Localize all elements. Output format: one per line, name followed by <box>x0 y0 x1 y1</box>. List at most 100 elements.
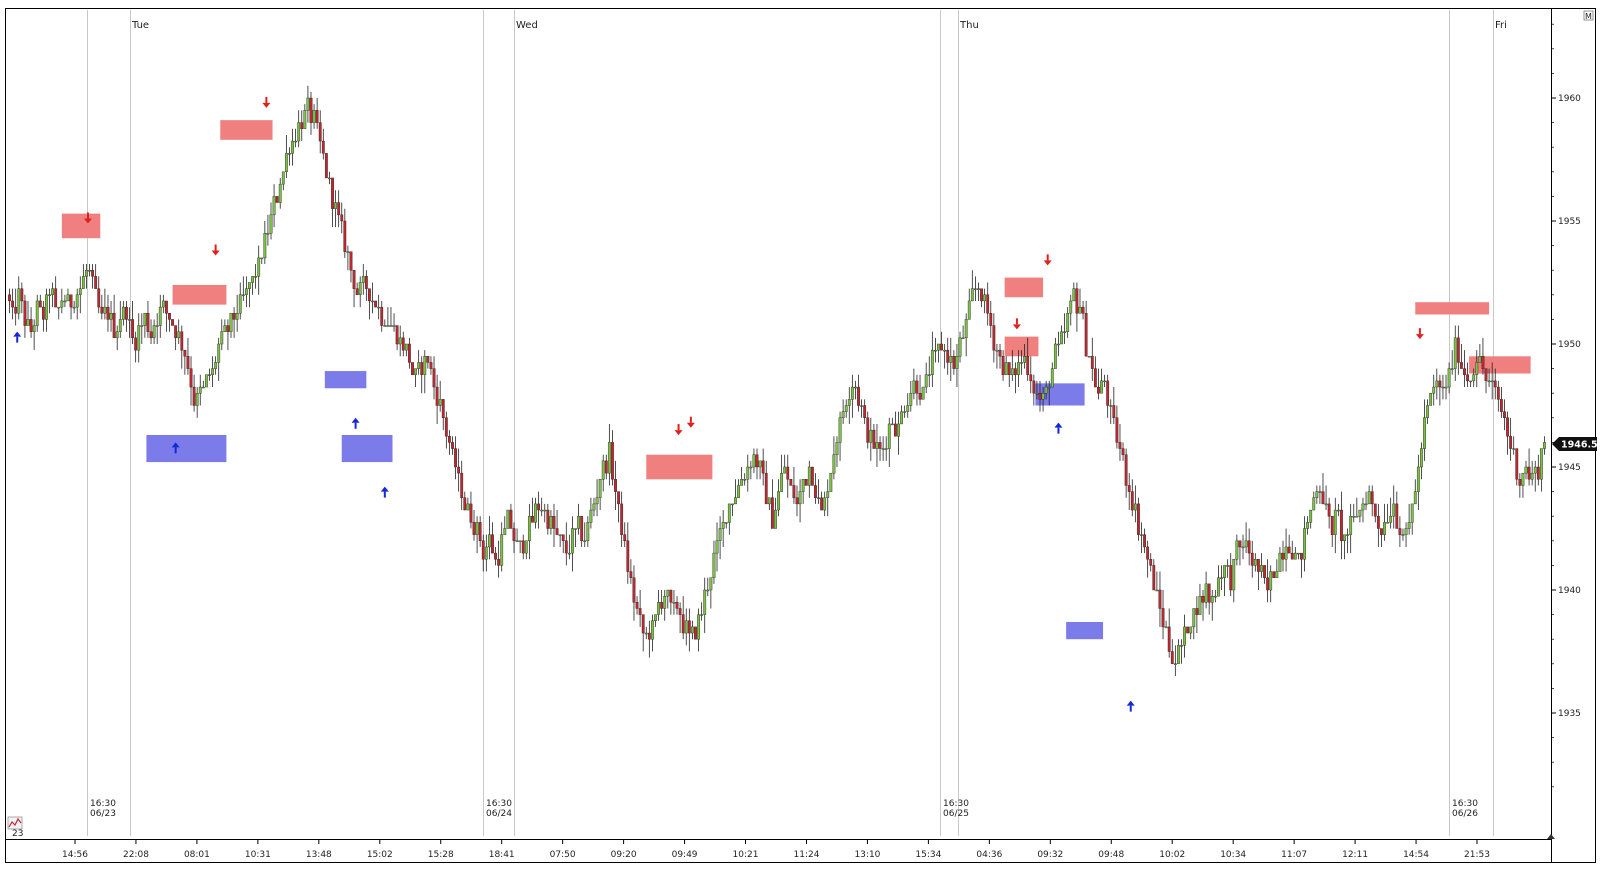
candle-up[interactable] <box>1010 368 1014 375</box>
candle-down[interactable] <box>1327 503 1331 517</box>
candle-up[interactable] <box>241 294 245 296</box>
candle-up[interactable] <box>1333 509 1337 535</box>
candle-up[interactable] <box>1210 595 1214 603</box>
candle-up[interactable] <box>1309 509 1313 523</box>
candle-up[interactable] <box>1023 356 1027 363</box>
candle-up[interactable] <box>746 466 750 480</box>
candle-down[interactable] <box>491 534 494 554</box>
candle-up[interactable] <box>887 423 891 449</box>
candle-up[interactable] <box>1244 540 1248 548</box>
candle-up[interactable] <box>718 528 722 542</box>
candle-up[interactable] <box>1213 595 1217 598</box>
candle-up[interactable] <box>1217 577 1220 597</box>
candle-down[interactable] <box>1484 368 1488 382</box>
candle-down[interactable] <box>1115 417 1119 443</box>
candle-up[interactable] <box>1367 491 1371 505</box>
candle-down[interactable] <box>368 288 371 302</box>
candle-up[interactable] <box>1533 466 1537 474</box>
candle-up[interactable] <box>1278 552 1282 572</box>
candle-up[interactable] <box>263 233 267 259</box>
candle-up[interactable] <box>734 497 737 505</box>
candle-up[interactable] <box>977 288 980 290</box>
candle-down[interactable] <box>1238 540 1242 548</box>
candle-up[interactable] <box>371 300 374 303</box>
candle-down[interactable] <box>460 472 464 498</box>
candle-up[interactable] <box>85 270 88 277</box>
candle-down[interactable] <box>918 393 922 400</box>
candle-down[interactable] <box>986 294 990 314</box>
candle-up[interactable] <box>1044 386 1048 394</box>
candle-down[interactable] <box>687 620 691 634</box>
candle-up[interactable] <box>937 343 940 351</box>
candle-up[interactable] <box>32 325 36 332</box>
candle-down[interactable] <box>866 417 870 443</box>
candle-up[interactable] <box>780 472 784 492</box>
candle-up[interactable] <box>823 497 827 511</box>
candle-up[interactable] <box>1512 448 1516 450</box>
scale-icon[interactable]: M <box>1583 10 1594 21</box>
candle-up[interactable] <box>201 386 205 389</box>
candle-down[interactable] <box>1499 399 1503 412</box>
candle-down[interactable] <box>814 485 817 498</box>
candle-up[interactable] <box>869 429 873 443</box>
candle-up[interactable] <box>666 589 670 597</box>
candle-up[interactable] <box>586 522 590 541</box>
candle-down[interactable] <box>14 306 18 314</box>
candle-up[interactable] <box>1078 306 1082 314</box>
candle-up[interactable] <box>254 276 258 278</box>
candle-up[interactable] <box>1226 565 1230 567</box>
candle-down[interactable] <box>1438 380 1442 388</box>
candle-down[interactable] <box>1256 559 1260 572</box>
candle-up[interactable] <box>752 454 756 468</box>
candle-up[interactable] <box>900 411 903 425</box>
candle-up[interactable] <box>1407 522 1411 529</box>
candle-down[interactable] <box>1290 552 1294 560</box>
candle-up[interactable] <box>838 417 842 443</box>
candle-up[interactable] <box>1364 503 1368 506</box>
candle-down[interactable] <box>171 319 174 326</box>
candle-down[interactable] <box>1395 503 1399 529</box>
candle-down[interactable] <box>1097 386 1100 394</box>
candle-up[interactable] <box>644 632 648 635</box>
candle-up[interactable] <box>229 313 233 332</box>
candle-up[interactable] <box>161 300 165 308</box>
candle-down[interactable] <box>792 485 796 498</box>
candle-up[interactable] <box>1432 386 1436 394</box>
candle-up[interactable] <box>294 140 298 143</box>
candle-up[interactable] <box>807 466 811 486</box>
candle-down[interactable] <box>112 313 116 339</box>
candle-up[interactable] <box>48 294 51 296</box>
candle-up[interactable] <box>1109 405 1113 407</box>
candle-up[interactable] <box>1050 368 1054 388</box>
candle-up[interactable] <box>238 294 242 314</box>
candle-down[interactable] <box>408 343 411 363</box>
candle-down[interactable] <box>641 614 645 634</box>
candle-up[interactable] <box>251 276 254 283</box>
candle-up[interactable] <box>1164 626 1168 629</box>
candle-up[interactable] <box>195 393 199 406</box>
candle-down[interactable] <box>1118 442 1122 449</box>
candle-down[interactable] <box>275 196 279 203</box>
candle-up[interactable] <box>1057 343 1060 346</box>
candle-up[interactable] <box>601 460 605 480</box>
candle-up[interactable] <box>377 306 381 309</box>
candle-down[interactable] <box>564 540 568 554</box>
candle-down[interactable] <box>349 251 353 271</box>
candle-down[interactable] <box>23 300 27 326</box>
candle-up[interactable] <box>1490 380 1494 383</box>
candle-up[interactable] <box>595 497 599 505</box>
candle-up[interactable] <box>829 472 833 492</box>
candle-up[interactable] <box>961 337 965 340</box>
candle-up[interactable] <box>1355 516 1359 518</box>
candle-up[interactable] <box>1260 565 1263 572</box>
candle-up[interactable] <box>651 620 654 640</box>
candle-down[interactable] <box>1263 565 1266 578</box>
candle-up[interactable] <box>1020 362 1023 364</box>
candle-up[interactable] <box>57 306 61 309</box>
candle-up[interactable] <box>1346 534 1349 536</box>
candle-up[interactable] <box>706 589 710 592</box>
candle-up[interactable] <box>1469 380 1473 383</box>
candle-down[interactable] <box>1195 608 1199 615</box>
candle-up[interactable] <box>841 411 845 418</box>
